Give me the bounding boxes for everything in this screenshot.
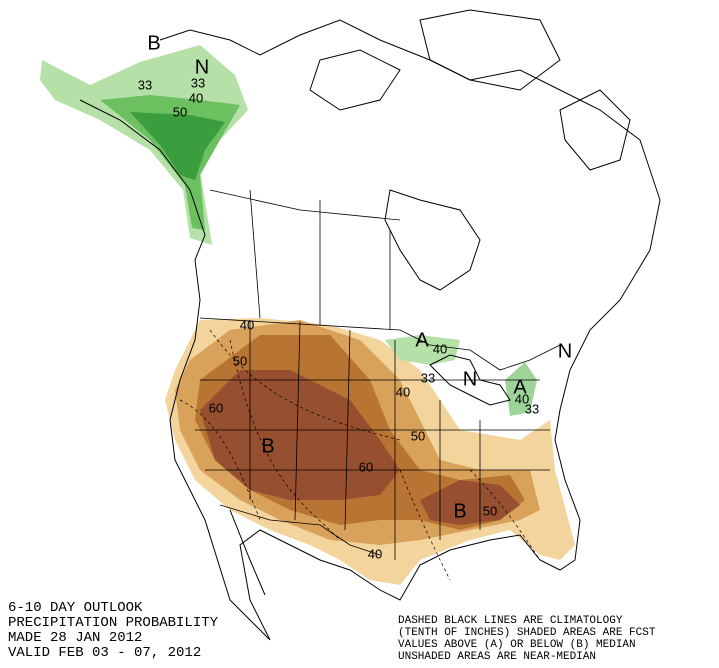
above-northeast (505, 362, 537, 416)
coastline (79, 19, 661, 641)
map-label: N (195, 56, 209, 78)
gulf-of-california (229, 509, 266, 596)
map-label: 50 (411, 428, 425, 443)
map-label: N (463, 368, 477, 390)
note-line: DASHED BLACK LINES ARE CLIMATOLOGY (398, 615, 623, 627)
hudson-bay (384, 189, 481, 291)
above-50-alaska (130, 112, 225, 180)
map-label: 60 (209, 400, 223, 415)
map-label: 50 (233, 353, 247, 368)
below-se (420, 480, 520, 525)
note-line: (TENTH OF INCHES) SHADED AREAS ARE FCST (398, 627, 656, 639)
map-label: 50 (173, 104, 187, 119)
arctic-islands (309, 9, 631, 171)
us-mexico-border (219, 504, 381, 556)
map-label: B (453, 500, 466, 522)
title-line: PRECIPITATION PROBABILITY (8, 615, 219, 631)
map-label: 33 (525, 401, 539, 416)
map-label: B (261, 435, 274, 457)
note-line: VALUES ABOVE (A) OR BELOW (B) MEDIAN (398, 639, 636, 651)
us-canada-border (199, 317, 561, 371)
map-label: 40 (240, 317, 254, 332)
map-label: B (147, 32, 160, 54)
above-lakes (385, 335, 460, 365)
map-label: A (415, 329, 429, 351)
map-label: 40 (433, 341, 447, 356)
title-line: MADE 28 JAN 2012 (8, 630, 142, 646)
map-label: 60 (359, 459, 373, 474)
map-label: 40 (515, 391, 529, 406)
title-line: 6-10 DAY OUTLOOK (8, 600, 143, 616)
map-label: N (558, 340, 572, 362)
map-label: 33 (191, 75, 205, 90)
map-label: 33 (421, 370, 435, 385)
state-lines (195, 189, 550, 560)
map-label: A (513, 376, 527, 398)
map-label: 40 (396, 384, 410, 399)
title-line: VALID FEB 03 - 07, 2012 (8, 645, 201, 661)
map-label: 33 (138, 77, 152, 92)
great-lakes (429, 354, 511, 406)
note-line: UNSHADED AREAS ARE NEAR-MEDIAN (398, 651, 596, 663)
map-label: 40 (189, 90, 203, 105)
map-label: 50 (483, 503, 497, 518)
map-label: 40 (368, 546, 382, 561)
